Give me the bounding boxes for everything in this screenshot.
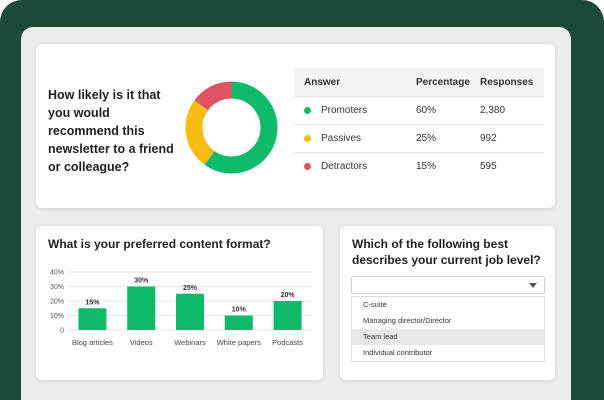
donut-segment-promoters bbox=[204, 81, 278, 174]
table-row: Detractors 15% 595 bbox=[294, 152, 544, 180]
nps-question: How likely is it that you would recommen… bbox=[48, 88, 174, 174]
table-header: Answer Percentage Responses bbox=[294, 68, 544, 96]
y-tick-label: 40% bbox=[50, 270, 64, 277]
percentage-value: 15% bbox=[416, 161, 437, 172]
bar-videos bbox=[127, 286, 156, 330]
table-row: Passives 25% 992 bbox=[294, 124, 544, 152]
nps-donut-chart bbox=[185, 81, 278, 174]
bar-webinars bbox=[176, 293, 204, 330]
job-level-card: Which of the following best describes yo… bbox=[340, 226, 555, 380]
responses-value: 595 bbox=[480, 161, 497, 172]
header-responses: Responses bbox=[480, 76, 534, 88]
job-level-select[interactable] bbox=[351, 276, 545, 294]
answer-label: Promoters bbox=[321, 105, 368, 116]
option-individual-contributor[interactable]: Individual contributor bbox=[363, 348, 433, 357]
header-answer: Answer bbox=[304, 76, 341, 88]
y-tick-label: 10% bbox=[50, 313, 64, 320]
x-tick-label: White papers bbox=[217, 338, 261, 347]
format-question: What is your preferred content format? bbox=[48, 237, 271, 251]
bar-blog-articles bbox=[78, 308, 107, 330]
option-team-lead[interactable]: Team lead bbox=[352, 329, 544, 345]
nps-card: How likely is it that you would recommen… bbox=[36, 44, 555, 208]
y-tick-label: 30% bbox=[50, 284, 64, 291]
promoters-dot-icon bbox=[304, 107, 311, 114]
chevron-down-icon[interactable] bbox=[529, 283, 537, 288]
answer-label: Detractors bbox=[321, 161, 368, 172]
x-tick-label: Blog articles bbox=[72, 338, 113, 347]
header-percentage: Percentage bbox=[416, 76, 470, 88]
option-c-suite[interactable]: C-suite bbox=[363, 300, 387, 309]
percentage-value: 25% bbox=[416, 133, 437, 144]
percentage-value: 60% bbox=[416, 105, 437, 116]
job-question: Which of the following best describes yo… bbox=[352, 237, 541, 267]
data-label: 20% bbox=[281, 292, 296, 299]
nps-results-table: Answer Percentage Responses Promoters 60… bbox=[294, 68, 544, 180]
detractors-dot-icon bbox=[304, 163, 311, 170]
content-format-card: What is your preferred content format? 0… bbox=[36, 226, 323, 380]
y-tick-label: 0 bbox=[60, 328, 64, 335]
option-managing-director[interactable]: Managing director/Director bbox=[363, 316, 452, 325]
responses-value: 2,380 bbox=[480, 105, 506, 116]
donut-segment-passives bbox=[185, 100, 215, 165]
data-label: 15% bbox=[85, 299, 100, 306]
y-tick-label: 20% bbox=[50, 299, 64, 306]
x-tick-label: Podcasts bbox=[272, 338, 303, 347]
passives-dot-icon bbox=[304, 135, 311, 142]
donut-segment-detractors bbox=[194, 81, 233, 111]
data-label: 10% bbox=[232, 307, 247, 314]
data-label: 25% bbox=[183, 285, 198, 292]
data-label: 30% bbox=[134, 278, 149, 285]
responses-value: 992 bbox=[480, 133, 497, 144]
job-level-options: C-suite Managing director/Director Team … bbox=[351, 296, 545, 362]
content-format-bar-chart: 0 10% 20% 30% 40% 15% Blog articles 30% Videos 25… bbox=[50, 270, 312, 347]
bar-podcasts bbox=[273, 301, 302, 330]
table-row: Promoters 60% 2,380 bbox=[294, 96, 544, 124]
x-tick-label: Videos bbox=[130, 338, 153, 347]
answer-label: Passives bbox=[321, 133, 362, 144]
bar-white-papers bbox=[224, 315, 253, 330]
x-tick-label: Webinars bbox=[174, 338, 206, 347]
